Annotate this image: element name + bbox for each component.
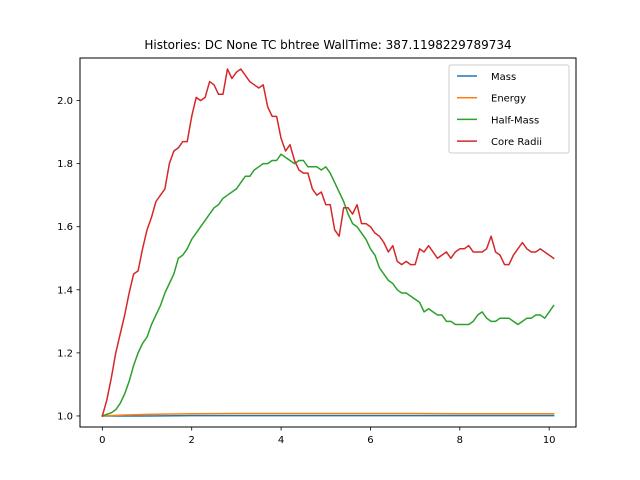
x-tick-label: 0 (99, 435, 105, 446)
chart-title: Histories: DC None TC bhtree WallTime: 3… (144, 38, 511, 52)
x-tick-label: 6 (367, 435, 373, 446)
x-tick-label: 8 (457, 435, 463, 446)
x-tick-label: 10 (543, 435, 556, 446)
axes-frame (79, 57, 577, 428)
y-tick-label: 1.6 (57, 222, 73, 233)
y-tick-label: 1.2 (57, 348, 73, 359)
series-layer (101, 68, 555, 417)
legend-label: Half-Mass (491, 115, 539, 126)
y-tick-label: 1.4 (57, 285, 73, 296)
legend-box (448, 64, 570, 154)
x-tick-label: 2 (189, 435, 195, 446)
legend: Mass Energy Half-Mass Core Radii (448, 64, 570, 154)
series-line-core-radii (101, 68, 555, 417)
y-tick-label: 1.0 (57, 411, 73, 422)
series-line-energy (101, 412, 555, 417)
x-tick-label: 4 (278, 435, 284, 446)
legend-label: Mass (491, 72, 516, 83)
y-tick-label: 1.8 (57, 159, 73, 170)
legend-label: Core Radii (491, 137, 542, 148)
series-line-half-mass (101, 153, 555, 417)
legend-label: Energy (491, 94, 526, 105)
y-tick-label: 2.0 (57, 96, 73, 107)
axes-layer: 0 2 4 6 8 10 1.0 1.2 1.4 1.6 1.8 2.0 (57, 57, 577, 446)
